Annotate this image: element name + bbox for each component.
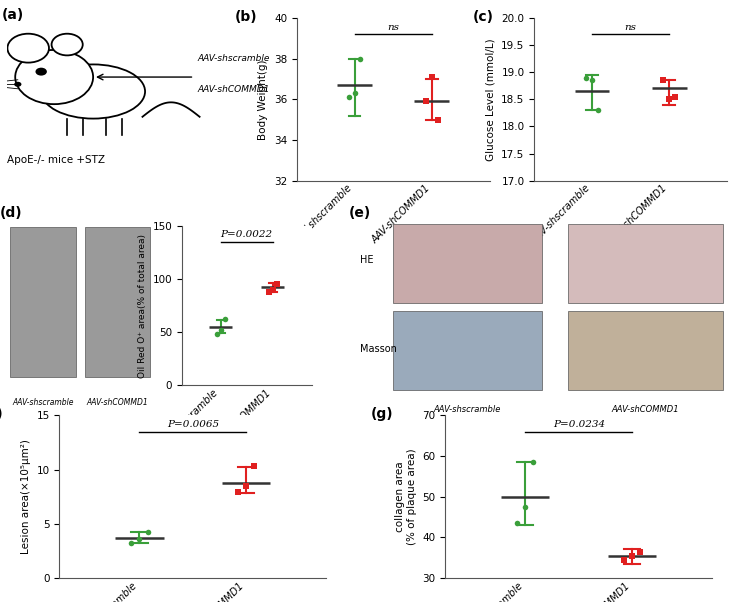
Text: ApoE-/- mice +STZ: ApoE-/- mice +STZ: [7, 155, 105, 165]
Text: ns: ns: [387, 23, 399, 32]
Bar: [393, 224, 542, 303]
Bar: [10, 227, 76, 377]
Text: P=0.0022: P=0.0022: [220, 231, 273, 240]
Circle shape: [15, 50, 93, 104]
Y-axis label: collagen area
(% of plaque area): collagen area (% of plaque area): [395, 448, 417, 545]
Bar: [568, 311, 723, 390]
Y-axis label: Body Weight(g): Body Weight(g): [258, 59, 269, 140]
Bar: [85, 227, 150, 377]
Text: (f): (f): [0, 407, 3, 421]
Text: AAV-shCOMMD1: AAV-shCOMMD1: [611, 405, 680, 414]
Text: AAV-shCOMMD1: AAV-shCOMMD1: [197, 85, 269, 94]
Circle shape: [14, 82, 22, 87]
Text: P=0.0065: P=0.0065: [167, 420, 219, 429]
Circle shape: [7, 34, 49, 63]
Text: ns: ns: [625, 23, 637, 32]
Text: AAV-shscramble: AAV-shscramble: [13, 399, 73, 408]
Y-axis label: Oil Red O⁺ area(% of total area): Oil Red O⁺ area(% of total area): [138, 234, 147, 377]
Text: Masson: Masson: [360, 344, 397, 353]
Text: (g): (g): [370, 407, 393, 421]
Text: (d): (d): [0, 206, 22, 220]
Text: AAV-shCOMMD1: AAV-shCOMMD1: [86, 399, 148, 408]
Bar: [568, 224, 723, 303]
Circle shape: [36, 67, 47, 76]
Y-axis label: Glucose Level (mmol/L): Glucose Level (mmol/L): [486, 38, 496, 161]
Text: (a): (a): [2, 8, 24, 22]
Bar: [393, 311, 542, 390]
Text: (e): (e): [349, 206, 371, 220]
Text: HE: HE: [360, 255, 373, 265]
Text: P=0.0234: P=0.0234: [553, 420, 605, 429]
Y-axis label: Lesion area(×10⁵μm²): Lesion area(×10⁵μm²): [21, 439, 31, 554]
Text: AAV-shscramble: AAV-shscramble: [434, 405, 501, 414]
Circle shape: [51, 34, 82, 55]
Text: AAV-shscramble: AAV-shscramble: [197, 55, 269, 63]
Text: (c): (c): [473, 10, 493, 24]
Text: (b): (b): [235, 10, 257, 24]
Ellipse shape: [42, 64, 145, 119]
